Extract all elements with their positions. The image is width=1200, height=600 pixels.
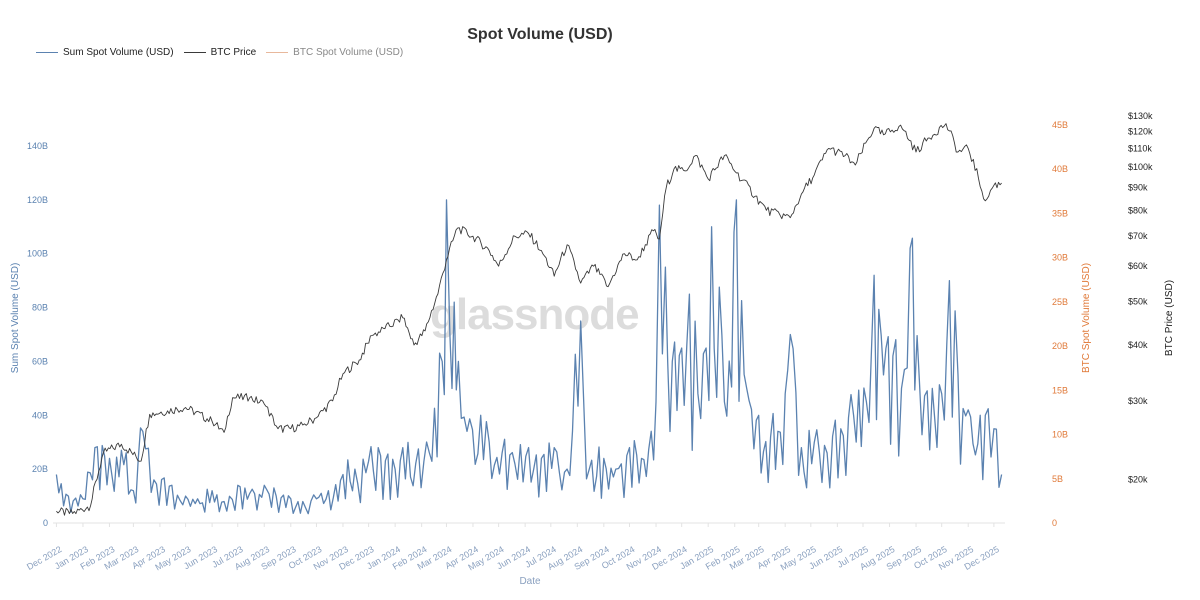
y-right1-tick-label: 20B — [1052, 341, 1068, 351]
legend-item-btc-spot-volume[interactable]: BTC Spot Volume (USD) — [266, 47, 403, 58]
y-left-tick-label: 100B — [27, 249, 48, 259]
y-right1-tick-label: 30B — [1052, 253, 1068, 263]
y-right1-tick-label: 35B — [1052, 208, 1068, 218]
y-right1-tick-label: 45B — [1052, 120, 1068, 130]
y-right2-tick-label: $110k — [1128, 143, 1152, 153]
y-right2-tick-label: $50k — [1128, 297, 1148, 307]
y-left-tick-label: 140B — [27, 141, 48, 151]
y-right1-tick-label: 10B — [1052, 430, 1068, 440]
y-right2-tick-label: $130k — [1128, 111, 1153, 121]
chart-title: Spot Volume (USD) — [467, 26, 613, 43]
y-left-tick-label: 60B — [32, 356, 48, 366]
y-right2-tick-label: $100k — [1128, 162, 1153, 172]
y-right2-tick-label: $120k — [1128, 127, 1153, 137]
y-right2-tick-label: $40k — [1128, 340, 1148, 350]
legend-label-btc-spot-volume: BTC Spot Volume (USD) — [293, 47, 404, 58]
legend: Sum Spot Volume (USD) BTC Price BTC Spot… — [36, 47, 403, 58]
y-right1-axis-label: BTC Spot Volume (USD) — [1081, 263, 1092, 373]
y-right1-tick-label: 0 — [1052, 518, 1057, 528]
y-right2-tick-label: $30k — [1128, 396, 1148, 406]
y-left-tick-label: 0 — [43, 518, 48, 528]
y-right2-tick-label: $20k — [1128, 475, 1148, 485]
x-axis-label: Date — [519, 576, 541, 587]
series-line-btc-price — [56, 123, 1002, 516]
y-right1-tick-label: 40B — [1052, 164, 1068, 174]
y-right1-tick-label: 15B — [1052, 385, 1068, 395]
y-right2-tick-label: $90k — [1128, 182, 1148, 192]
y-left-tick-label: 80B — [32, 303, 48, 313]
legend-swatch-sum-spot-volume — [36, 52, 58, 53]
y-right1-tick-label: 5B — [1052, 474, 1063, 484]
watermark-logo: glassnode — [430, 290, 640, 339]
y-left-axis-label: Sum Spot Volume (USD) — [10, 263, 21, 374]
legend-label-btc-price: BTC Price — [210, 47, 257, 58]
y-right2-axis-label: BTC Price (USD) — [1164, 280, 1175, 356]
y-right2-tick-label: $80k — [1128, 205, 1148, 215]
legend-item-btc-price[interactable]: BTC Price — [183, 47, 257, 58]
y-right2-tick-label: $70k — [1128, 231, 1148, 241]
legend-item-sum-spot-volume[interactable]: Sum Spot Volume (USD) — [36, 47, 174, 58]
y-left-tick-label: 40B — [32, 410, 48, 420]
y-left-tick-label: 120B — [27, 195, 48, 205]
y-left-tick-label: 20B — [32, 464, 48, 474]
legend-label-sum-spot-volume: Sum Spot Volume (USD) — [63, 47, 174, 58]
series-line-sum-spot-volume — [55, 199, 1003, 515]
legend-swatch-btc-spot-volume — [266, 52, 289, 53]
y-right2-tick-label: $60k — [1128, 261, 1148, 271]
legend-swatch-btc-price — [183, 52, 206, 53]
y-right1-tick-label: 25B — [1052, 297, 1068, 307]
